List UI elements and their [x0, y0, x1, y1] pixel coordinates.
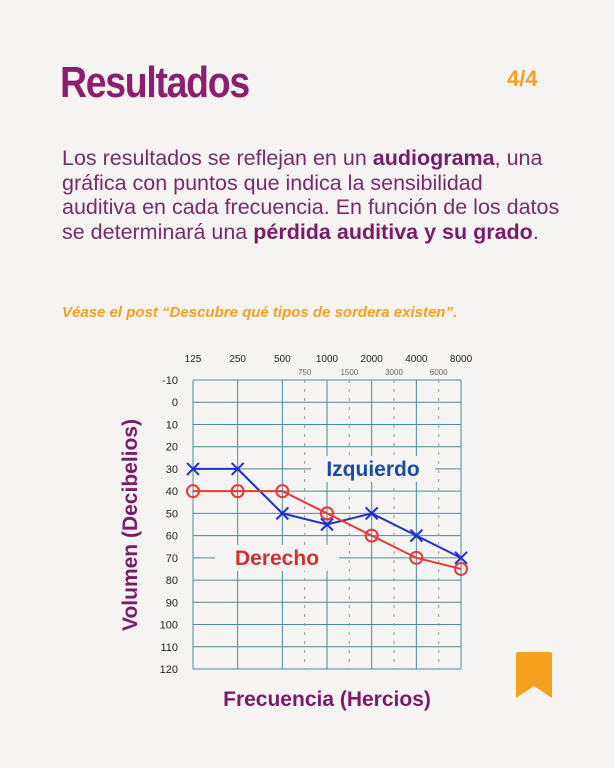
data-point-x [409, 528, 424, 543]
x-axis-label: Frecuencia (Hercios) [223, 688, 431, 711]
y-tick-label: 30 [166, 464, 178, 476]
y-axis-label: Volumen (Decibelios) [119, 419, 142, 631]
note-link[interactable]: Véase el post “Descubre qué tipos de sor… [62, 304, 458, 321]
data-point-o [320, 506, 335, 521]
y-tick-label: 20 [166, 442, 178, 454]
data-point-x [275, 506, 290, 521]
text: , una gráfica con puntos que indica la s… [62, 146, 560, 244]
y-tick-label: 120 [160, 664, 178, 676]
y-tick-label: 40 [166, 486, 178, 498]
label-bg [215, 544, 339, 571]
series-line [193, 490, 462, 570]
x-tick-label: 250 [229, 354, 246, 365]
series-label: Derecho [235, 547, 319, 570]
page-title: Resultados [60, 58, 250, 107]
data-point-o [230, 484, 245, 499]
text: . [532, 219, 539, 244]
bookmark-icon[interactable] [513, 652, 555, 700]
x-minor-tick-label: 1500 [340, 368, 358, 377]
data-point-x [230, 462, 245, 476]
bold-text: pérdida auditiva y su grado [253, 219, 533, 244]
x-tick-label: 500 [274, 354, 291, 365]
y-tick-label: -10 [162, 375, 178, 387]
data-point-o [275, 484, 290, 499]
y-tick-label: 80 [166, 575, 178, 587]
bold-text: audiograma [372, 146, 495, 170]
body-text: Los resultados se reflejan en un audiogr… [62, 146, 562, 244]
page-indicator: 4/4 [507, 66, 538, 91]
y-tick-label: 90 [166, 597, 178, 609]
data-point-x [186, 462, 200, 476]
y-tick-label: 70 [166, 553, 178, 565]
data-point-o [454, 561, 469, 576]
y-tick-label: 60 [166, 531, 178, 543]
x-tick-label: 2000 [361, 354, 384, 365]
data-point-x [454, 551, 468, 565]
y-tick-label: 100 [160, 620, 178, 632]
y-tick-label: 0 [172, 397, 178, 409]
text: Los resultados se reflejan en un [62, 146, 373, 170]
data-point-o [409, 550, 424, 565]
series-label: Izquierdo [326, 458, 419, 481]
y-tick-label: 50 [166, 508, 178, 520]
data-point-x [320, 517, 334, 532]
x-minor-tick-label: 6000 [430, 368, 448, 377]
y-tick-label: 10 [166, 419, 178, 431]
data-point-o [364, 528, 379, 543]
x-tick-label: 1000 [316, 354, 339, 365]
y-tick-label: 110 [160, 642, 178, 654]
x-tick-label: 4000 [405, 354, 428, 365]
data-point-o [186, 484, 200, 499]
label-bg [311, 455, 435, 482]
data-point-x [364, 506, 379, 521]
x-minor-tick-label: 3000 [385, 368, 403, 377]
x-tick-label: 8000 [450, 354, 473, 365]
x-tick-label: 125 [185, 354, 202, 365]
x-minor-tick-label: 750 [298, 368, 312, 377]
